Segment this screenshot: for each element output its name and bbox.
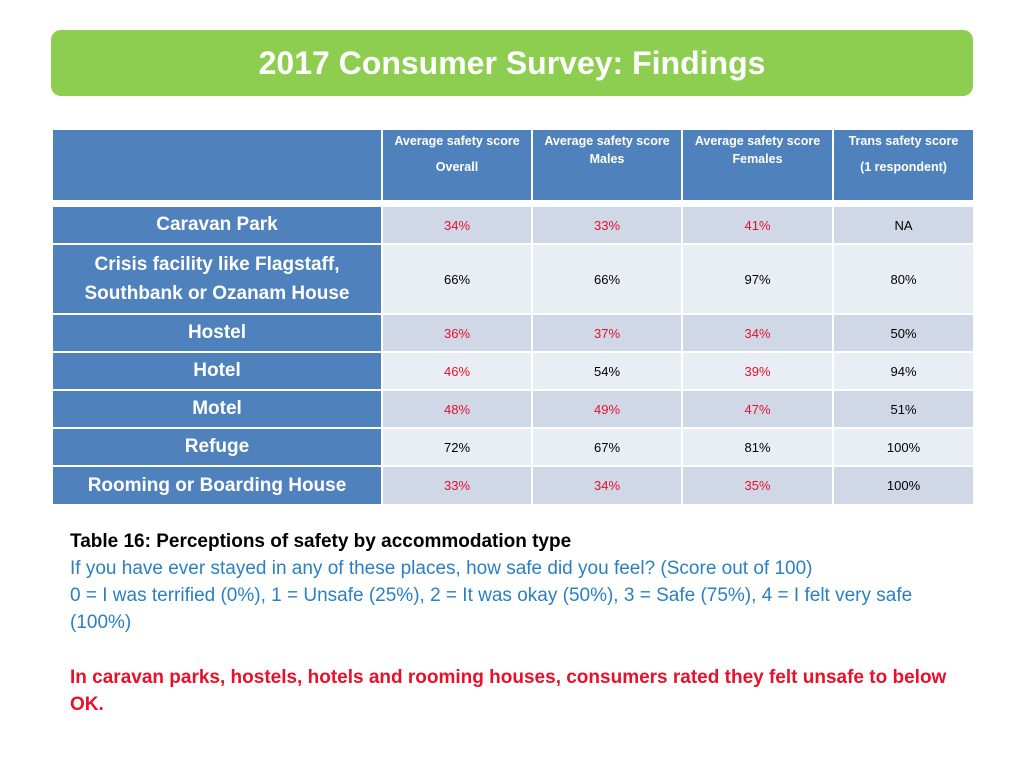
table-row: Hotel 46% 54% 39% 94%: [51, 351, 975, 391]
table-cell: 72%: [381, 427, 533, 467]
table-cell: 97%: [681, 243, 834, 315]
table-cell: 34%: [681, 313, 834, 353]
corner-cell: [51, 128, 383, 202]
row-label: Hostel: [51, 313, 383, 353]
row-label: Crisis facility like Flagstaff, Southban…: [51, 243, 383, 315]
table-row: Refuge 72% 67% 81% 100%: [51, 427, 975, 467]
table-cell: NA: [832, 205, 975, 245]
table-caption: Table 16: Perceptions of safety by accom…: [70, 528, 950, 636]
header-row: Average safety score Overall Average saf…: [51, 128, 975, 202]
page-title: 2017 Consumer Survey: Findings: [258, 44, 766, 81]
row-label: Caravan Park: [51, 205, 383, 245]
table-cell: 66%: [381, 243, 533, 315]
column-header-overall: Average safety score Overall: [381, 128, 533, 202]
column-header-trans: Trans safety score (1 respondent): [832, 128, 975, 202]
table-cell: 81%: [681, 427, 834, 467]
table-cell: 80%: [832, 243, 975, 315]
table-row: Hostel 36% 37% 34% 50%: [51, 313, 975, 353]
table-cell: 33%: [381, 465, 533, 506]
table-cell: 34%: [531, 465, 683, 506]
table-cell: 49%: [531, 389, 683, 429]
table-row: Caravan Park 34% 33% 41% NA: [51, 205, 975, 245]
caption-scale: 0 = I was terrified (0%), 1 = Unsafe (25…: [70, 585, 913, 633]
table-cell: 50%: [832, 313, 975, 353]
table-cell: 67%: [531, 427, 683, 467]
table-cell: 41%: [681, 205, 834, 245]
table-row: Crisis facility like Flagstaff, Southban…: [51, 243, 975, 315]
caption-title: Table 16: Perceptions of safety by accom…: [70, 531, 572, 552]
safety-table: Average safety score Overall Average saf…: [51, 128, 975, 506]
row-label: Motel: [51, 389, 383, 429]
table-cell: 46%: [381, 351, 533, 391]
table-cell: 33%: [531, 205, 683, 245]
table-cell: 34%: [381, 205, 533, 245]
table-cell: 51%: [832, 389, 975, 429]
row-label: Refuge: [51, 427, 383, 467]
column-header-females: Average safety score Females: [681, 128, 834, 202]
findings-note: In caravan parks, hostels, hotels and ro…: [70, 667, 947, 715]
table-cell: 94%: [832, 351, 975, 391]
row-label: Hotel: [51, 351, 383, 391]
caption-question: If you have ever stayed in any of these …: [70, 558, 813, 579]
table-cell: 54%: [531, 351, 683, 391]
table-cell: 66%: [531, 243, 683, 315]
row-label: Rooming or Boarding House: [51, 465, 383, 506]
column-header-males: Average safety score Males: [531, 128, 683, 202]
table-cell: 47%: [681, 389, 834, 429]
table-cell: 37%: [531, 313, 683, 353]
title-banner: 2017 Consumer Survey: Findings: [51, 30, 973, 96]
table-cell: 48%: [381, 389, 533, 429]
table-cell: 100%: [832, 427, 975, 467]
table-cell: 35%: [681, 465, 834, 506]
table-cell: 39%: [681, 351, 834, 391]
table-cell: 36%: [381, 313, 533, 353]
table-row: Rooming or Boarding House 33% 34% 35% 10…: [51, 465, 975, 506]
table-cell: 100%: [832, 465, 975, 506]
table-row: Motel 48% 49% 47% 51%: [51, 389, 975, 429]
